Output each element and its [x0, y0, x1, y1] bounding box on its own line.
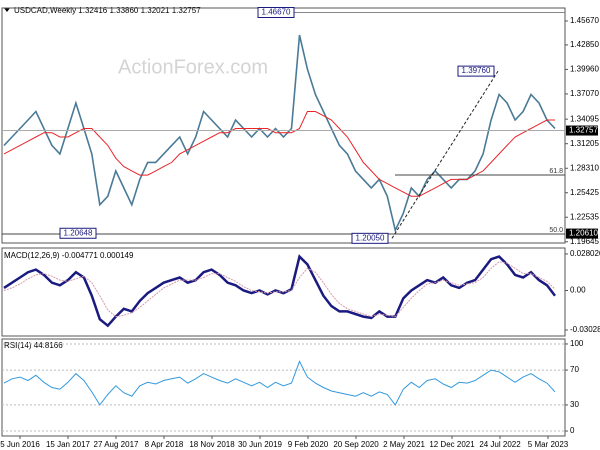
watermark: ActionForex.com [118, 56, 268, 78]
x-tick-label: 5 Mar 2023 [528, 440, 569, 449]
annotation-label: 1.39760 [462, 66, 491, 75]
annotation-label: 1.20050 [356, 233, 385, 242]
y-tick-label: 70 [570, 365, 579, 374]
macd-title: MACD(12,26,9) -0.004771 0.000149 [4, 251, 134, 260]
x-tick-label: 18 Nov 2018 [189, 440, 235, 449]
y-tick-label: 1.34095 [570, 114, 599, 123]
y-tick-label: 30 [570, 400, 579, 409]
chart-title: USDCAD,Weekly 1.32416 1.33860 1.32021 1.… [14, 6, 201, 15]
series-line [3, 360, 556, 406]
panel-border [1, 247, 566, 337]
x-tick-label: 9 Feb 2020 [288, 440, 329, 449]
y-tick-label: 0 [570, 426, 575, 435]
price-label: 1.20610 [569, 229, 598, 238]
y-tick-label: 1.39960 [570, 65, 599, 74]
y-tick-label: 1.28310 [570, 163, 599, 172]
y-tick-label: 1.31205 [570, 139, 599, 148]
x-tick-label: 20 Sep 2020 [333, 440, 379, 449]
annotation-box [351, 232, 389, 244]
price-label: 1.32757 [569, 126, 598, 135]
series-line [3, 111, 555, 197]
annotation-label: 1.46670 [262, 8, 291, 17]
x-tick-label: 27 Aug 2017 [94, 440, 139, 449]
x-tick-label: 5 Jun 2016 [0, 440, 40, 449]
y-tick-label: -0.030286 [570, 325, 600, 334]
x-tick-label: 30 Jun 2019 [238, 440, 283, 449]
annotation-box [257, 6, 295, 18]
annotation-label: 1.20648 [64, 228, 93, 237]
price-label-box [566, 228, 598, 239]
fib-label: 61.8 [549, 168, 563, 175]
x-tick-label: 24 Jul 2022 [479, 440, 521, 449]
trend-line [391, 70, 499, 239]
x-tick-label: 8 Apr 2018 [145, 440, 184, 449]
y-tick-label: 1.19645 [570, 237, 599, 246]
y-tick-label: 100 [570, 339, 584, 348]
annotation-box [59, 227, 97, 239]
menu-arrow [4, 8, 10, 12]
y-tick-label: 0.00 [570, 286, 586, 295]
x-tick-label: 2 May 2021 [383, 440, 425, 449]
annotation-box [457, 65, 495, 77]
panel-border [1, 338, 566, 437]
series-line [3, 261, 556, 318]
y-tick-label: 1.42850 [570, 40, 599, 49]
y-tick-label: 0.028026 [570, 249, 600, 258]
x-tick-label: 15 Jan 2017 [46, 440, 91, 449]
fib-label: 50.0 [549, 227, 563, 234]
price-label-box [566, 125, 598, 136]
y-tick-label: 1.22535 [570, 212, 599, 221]
x-tick-label: 12 Dec 2021 [429, 440, 475, 449]
y-tick-label: 1.25425 [570, 188, 599, 197]
y-tick-label: 1.37070 [570, 89, 599, 98]
rsi-title: RSI(14) 44.8166 [4, 341, 63, 350]
y-tick-label: 1.45670 [570, 16, 599, 25]
